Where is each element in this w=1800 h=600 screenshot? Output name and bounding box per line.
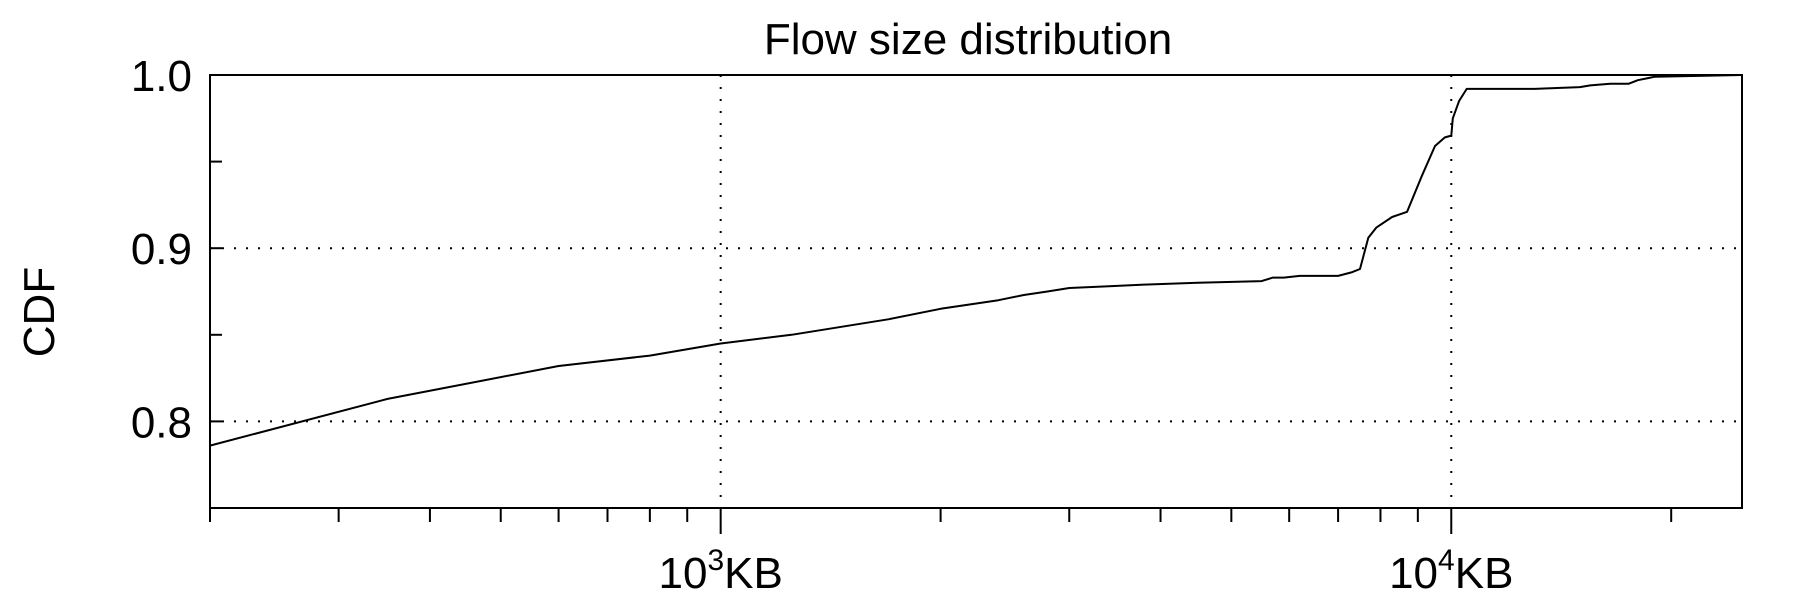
plot-frame — [209, 74, 1743, 509]
grid-lines — [210, 75, 1742, 508]
series-layer — [209, 74, 1743, 447]
y-tick-label-2: 1.0 — [131, 52, 192, 101]
x-tick-label-1: 104KB — [1389, 544, 1513, 598]
y-tick-label-1: 0.9 — [131, 225, 192, 274]
tick-labels: 0.8 0.9 1.0 103KB 104KB — [131, 52, 1514, 598]
y-axis-label: CDF — [15, 267, 64, 357]
chart-title: Flow size distribution — [764, 15, 1172, 64]
y-tick-label-0: 0.8 — [131, 398, 192, 447]
x-tick-label-0: 103KB — [658, 544, 782, 598]
cdf-series-line-0 — [209, 74, 1743, 447]
